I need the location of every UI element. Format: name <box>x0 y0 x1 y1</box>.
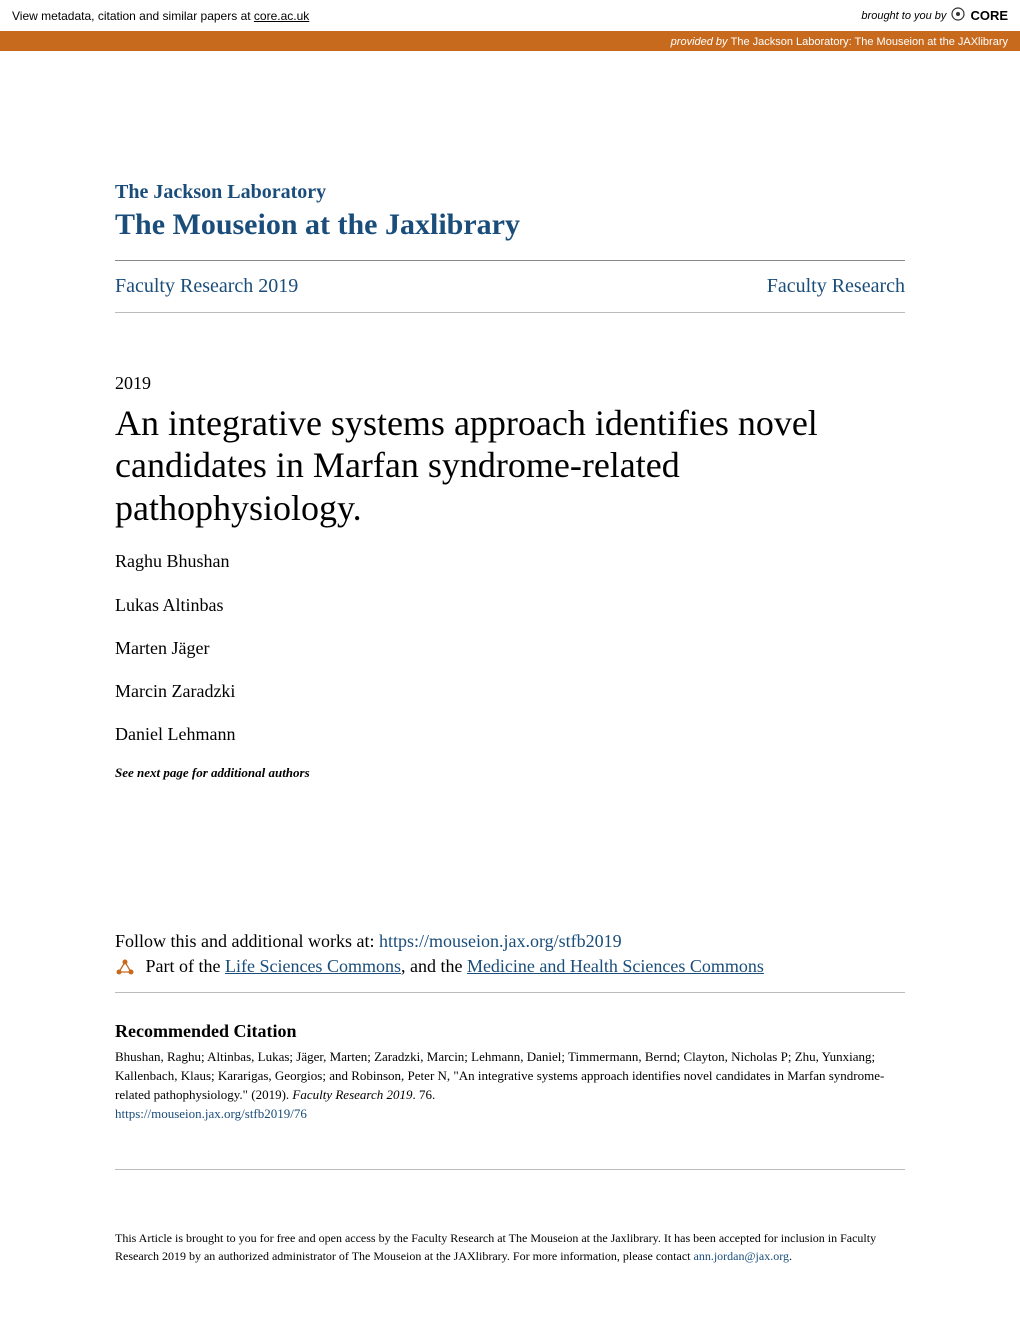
commons-link-1[interactable]: Life Sciences Commons <box>225 956 401 976</box>
follow-line: Follow this and additional works at: htt… <box>115 931 905 952</box>
core-link[interactable]: core.ac.uk <box>254 9 309 23</box>
follow-url[interactable]: https://mouseion.jax.org/stfb2019 <box>379 931 622 951</box>
divider <box>115 260 905 261</box>
page-body: The Jackson Laboratory The Mouseion at t… <box>0 51 1020 1265</box>
repository-name[interactable]: The Mouseion at the Jaxlibrary <box>115 208 905 242</box>
author-name: Marten Jäger <box>115 636 905 661</box>
citation-body-2: . 76. <box>413 1087 436 1102</box>
institution-name: The Jackson Laboratory <box>115 181 905 204</box>
divider <box>115 312 905 313</box>
metadata-link-text: View metadata, citation and similar pape… <box>12 9 309 23</box>
citation-body-1: Bhushan, Raghu; Altinbas, Lukas; Jäger, … <box>115 1049 884 1102</box>
divider <box>115 1169 905 1170</box>
divider <box>115 992 905 993</box>
author-name: Lukas Altinbas <box>115 593 905 618</box>
provided-prefix: provided by <box>671 36 731 48</box>
part-of-line: Part of the Life Sciences Commons, and t… <box>115 956 905 978</box>
core-top-bar: View metadata, citation and similar pape… <box>0 0 1020 33</box>
citation-text: Bhushan, Raghu; Altinbas, Lukas; Jäger, … <box>115 1048 905 1123</box>
author-name: Marcin Zaradzki <box>115 679 905 704</box>
article-title: An integrative systems approach identifi… <box>115 402 905 529</box>
footer-text-2: . <box>789 1249 792 1263</box>
footer-note: This Article is brought to you for free … <box>115 1215 905 1265</box>
core-logo-icon <box>950 6 966 25</box>
see-next-page: See next page for additional authors <box>115 765 905 781</box>
brought-by-block: brought to you by CORE <box>861 6 1008 25</box>
metadata-prefix: View metadata, citation and similar pape… <box>12 9 254 23</box>
contact-email[interactable]: ann.jordan@jax.org <box>694 1249 789 1263</box>
part-of-prefix: Part of the <box>146 956 225 976</box>
collection-right-link[interactable]: Faculty Research <box>767 275 905 298</box>
author-name: Raghu Bhushan <box>115 549 905 574</box>
publication-year: 2019 <box>115 373 905 394</box>
citation-heading: Recommended Citation <box>115 1021 905 1042</box>
part-of-mid: , and the <box>401 956 467 976</box>
authors-list: Raghu Bhushan Lukas Altinbas Marten Jäge… <box>115 549 905 747</box>
commons-link-2[interactable]: Medicine and Health Sciences Commons <box>467 956 764 976</box>
citation-block: Recommended Citation Bhushan, Raghu; Alt… <box>115 1007 905 1123</box>
citation-italic: Faculty Research 2019 <box>292 1087 412 1102</box>
network-icon <box>115 958 135 978</box>
collection-row: Faculty Research 2019 Faculty Research <box>115 275 905 298</box>
core-logo-text: CORE <box>970 8 1008 23</box>
brought-by-text: brought to you by <box>861 10 946 22</box>
provided-source: The Jackson Laboratory: The Mouseion at … <box>731 36 1008 48</box>
follow-text: Follow this and additional works at: <box>115 931 379 951</box>
author-name: Daniel Lehmann <box>115 722 905 747</box>
follow-section: Follow this and additional works at: htt… <box>115 931 905 978</box>
collection-left-link[interactable]: Faculty Research 2019 <box>115 275 298 298</box>
provided-by-bar: provided by The Jackson Laboratory: The … <box>0 33 1020 51</box>
citation-link[interactable]: https://mouseion.jax.org/stfb2019/76 <box>115 1106 307 1121</box>
